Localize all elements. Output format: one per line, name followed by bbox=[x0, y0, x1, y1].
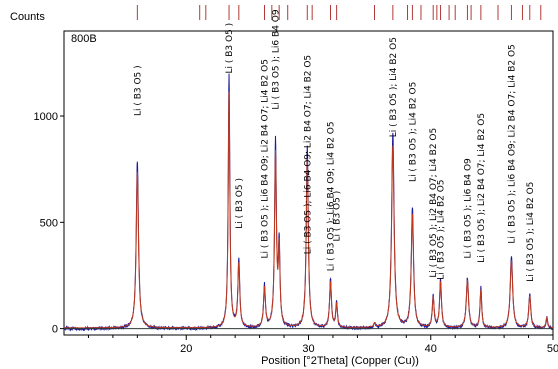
axes: 0 500 1000 20 30 40 50 bbox=[34, 111, 558, 355]
peak-annotation: Li ( B3 O5 ); Li6 B4 O9; Li4 B2 O5 bbox=[327, 121, 337, 271]
peak-annotation: Li ( B3 O5 ); Li6 B4 O9; Li2 B4 O7; Li4 … bbox=[303, 55, 313, 254]
peak-annotation: Li ( B3 O5 ); Li4 B2 O5 bbox=[437, 179, 447, 279]
y-axis-label: Counts bbox=[10, 11, 45, 23]
peak-annotation: Li ( B3 O5 ) bbox=[225, 23, 235, 74]
peak-annotation: Li ( B3 O5 ) bbox=[133, 65, 143, 116]
peak-annotation: Li ( B3 O5 ); Li6 B4 O9 bbox=[271, 9, 281, 110]
peak-annotation: Li ( B3 O5 ); Li4 B2 O5 bbox=[389, 37, 399, 137]
peak-annotation: Li ( B3 O5 ) bbox=[333, 191, 343, 242]
peak-annotation: Li ( B3 O5 ); Li2 B4 O7; Li4 B2 O5 bbox=[477, 113, 487, 263]
peak-annotation: Li ( B3 O5 ); Li6 B4 O9 bbox=[463, 158, 473, 259]
y-tick-label: 1000 bbox=[34, 111, 58, 123]
y-tick-label: 0 bbox=[52, 324, 58, 336]
calculated-pattern-line bbox=[64, 91, 554, 329]
x-tick-label: 50 bbox=[547, 343, 558, 355]
peak-annotation: Li ( B3 O5 ) bbox=[235, 178, 245, 229]
peak-annotation: Li ( B3 O5 ); Li4 B2 O5 bbox=[408, 82, 418, 182]
peak-annotation: Li ( B3 O5 ); Li6 B4 O9; Li2 B4 O7; Li4 … bbox=[507, 44, 517, 243]
x-tick-label: 30 bbox=[302, 343, 314, 355]
peak-annotation: Li ( B3 O5 ); Li2 B4 O7; Li4 B2 O5 bbox=[429, 128, 439, 278]
reference-sticks bbox=[136, 5, 542, 20]
x-axis-label: Position [°2Theta] (Copper (Cu)) bbox=[261, 355, 419, 367]
x-tick-label: 20 bbox=[180, 343, 192, 355]
y-tick-label: 500 bbox=[40, 217, 58, 229]
peak-annotations: Li ( B3 O5 )Li ( B3 O5 )Li ( B3 O5 ) Li (… bbox=[133, 9, 535, 282]
peak-annotation: Li ( B3 O5 ); Li6 B4 O9; Li2 B4 O7; Li4 … bbox=[260, 59, 270, 258]
x-tick-label: 40 bbox=[425, 343, 437, 355]
sample-label: 800B bbox=[71, 33, 97, 45]
peak-annotation: Li ( B3 O5 ); Li4 B2 O5 bbox=[526, 182, 536, 282]
pattern-curves bbox=[63, 73, 554, 332]
